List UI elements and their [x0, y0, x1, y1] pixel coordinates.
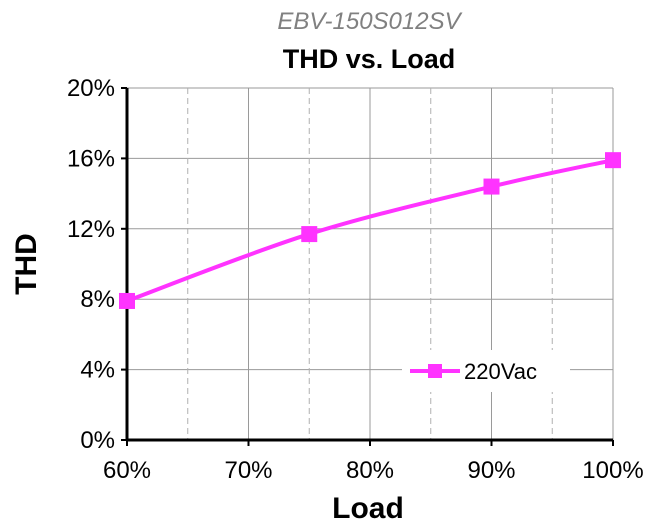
tick-labels: 0% 4% 8% 12% 16% 20% 60% 70% 80% 90% 100%: [67, 75, 644, 484]
series-layer: [119, 152, 621, 309]
data-point: [605, 152, 621, 169]
y-tick-label: 16%: [67, 145, 115, 172]
grid: [127, 87, 614, 440]
data-point: [119, 292, 135, 309]
x-tick-label: 70%: [224, 457, 272, 484]
x-tick-label: 80%: [346, 457, 394, 484]
chart-subtitle: EBV-150S012SV: [277, 8, 462, 35]
x-tick-label: 60%: [103, 457, 151, 484]
legend-marker: [428, 364, 442, 378]
x-tick-label: 90%: [467, 457, 515, 484]
y-axis-title: THD: [10, 233, 43, 295]
x-tick-label: 100%: [582, 457, 643, 484]
data-point: [483, 178, 500, 195]
y-tick-label: 20%: [67, 75, 115, 102]
chart-title: THD vs. Load: [283, 44, 456, 74]
legend: 220Vac: [402, 350, 570, 392]
y-tick-label: 4%: [80, 357, 115, 384]
data-point: [301, 226, 318, 243]
y-tick-label: 12%: [67, 216, 115, 243]
legend-label: 220Vac: [464, 359, 537, 384]
x-axis-title: Load: [332, 492, 404, 524]
axes: [121, 87, 614, 446]
y-tick-label: 8%: [80, 286, 115, 313]
series-line: [126, 158, 614, 303]
y-tick-label: 0%: [80, 427, 115, 454]
